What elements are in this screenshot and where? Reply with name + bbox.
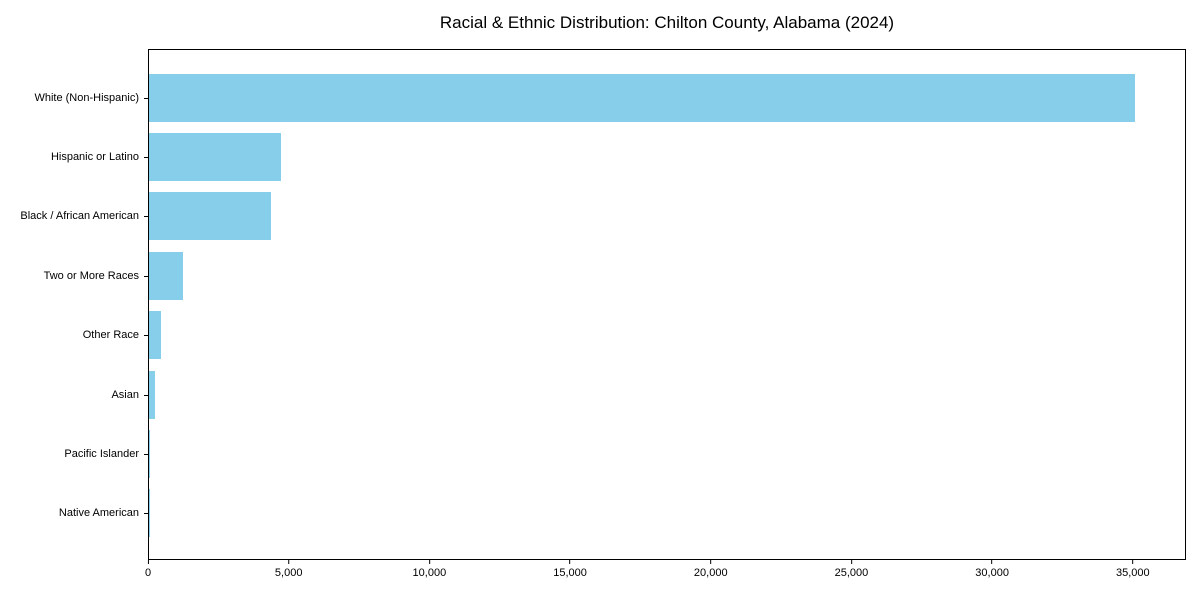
bar (149, 73, 1135, 122)
x-tick: 15,000 (553, 560, 587, 579)
bar (149, 311, 162, 360)
x-tick: 30,000 (975, 560, 1009, 579)
x-tick: 35,000 (1116, 560, 1150, 579)
y-tick (144, 513, 148, 515)
category-label: White (Non-Hispanic) (34, 91, 139, 104)
y-tick (144, 275, 148, 277)
bar-row: Hispanic or Latino (51, 127, 1185, 186)
y-tick (144, 216, 148, 218)
y-tick (144, 157, 148, 159)
y-tick (144, 97, 148, 99)
category-label: Black / African American (20, 210, 139, 223)
x-tick: 10,000 (412, 560, 447, 579)
bar-row: Two or More Races (44, 246, 1185, 305)
x-tick-label: 20,000 (693, 567, 728, 579)
bar-rows: White (Non-Hispanic) Hispanic or Latino Bl… (20, 50, 1185, 559)
x-tick-label: 10,000 (412, 567, 447, 579)
x-tick-label: 35,000 (1115, 567, 1150, 579)
bar-row: Other Race (83, 306, 1185, 365)
y-tick (144, 394, 148, 396)
x-tick: 0 (145, 560, 151, 579)
bar (149, 192, 271, 241)
x-tick-mark (710, 560, 712, 564)
bar-row: Asian (111, 365, 1185, 424)
x-axis: 0 5,000 10,000 15,000 20,000 25,000 30,000 35,0… (145, 560, 1186, 590)
bar (149, 429, 150, 478)
category-label: Hispanic or Latino (50, 151, 139, 164)
category-label: Native American (58, 507, 139, 520)
x-tick-mark (991, 560, 993, 564)
category-label: Two or More Races (43, 269, 139, 282)
x-tick-mark (569, 560, 571, 564)
x-tick: 25,000 (834, 560, 869, 579)
bar-row: Pacific Islander (64, 424, 1185, 483)
plot-area: White (Non-Hispanic) Hispanic or Latino Bl… (20, 49, 1186, 560)
y-tick (144, 335, 148, 337)
category-label: Pacific Islander (64, 447, 139, 460)
x-tick: 5,000 (274, 560, 303, 579)
x-tick-label: 0 (144, 567, 152, 579)
x-tick-mark (428, 560, 430, 564)
bar (149, 133, 281, 182)
chart-title: Racial & Ethnic Distribution: Chilton Co… (439, 13, 895, 32)
bar (149, 251, 183, 300)
bar (149, 370, 155, 419)
bar-row: Native American (59, 484, 1185, 543)
bar-row: White (Non-Hispanic) (34, 68, 1185, 127)
x-tick: 20,000 (694, 560, 728, 579)
x-tick-label: 15,000 (553, 567, 587, 579)
x-tick-mark (288, 560, 290, 564)
x-tick-mark (1132, 560, 1134, 564)
x-tick-label: 25,000 (834, 567, 869, 579)
y-tick (144, 453, 148, 455)
category-label: Other Race (82, 329, 139, 342)
bar-row: Black / African American (20, 187, 1185, 246)
x-tick-mark (850, 560, 852, 564)
category-label: Asian (111, 388, 139, 401)
x-tick-label: 30,000 (975, 567, 1009, 579)
x-tick-mark (147, 560, 149, 564)
x-tick-label: 5,000 (274, 567, 303, 579)
